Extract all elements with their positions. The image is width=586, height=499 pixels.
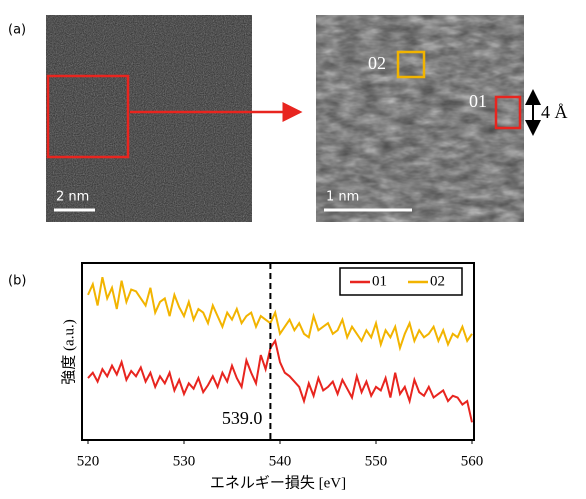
figure: (a) 2 nm 1 nm 02 01 4 Å (b) 520 530 540 550… [0, 0, 586, 494]
x-tick-label: 530 [173, 453, 196, 469]
legend-label: 02 [430, 273, 445, 289]
series-line [88, 341, 472, 422]
x-tick-label: 550 [365, 453, 388, 469]
legend-label: 01 [372, 273, 387, 289]
scale-label: 1 nm [326, 190, 359, 205]
box-label: 01 [469, 91, 487, 111]
x-tick-label: 560 [461, 453, 484, 469]
chart: 520 530 540 550 560 エネルギー損失 [eV] 強度 (a.u.) 539.… [60, 263, 483, 491]
reference-label: 539.0 [222, 408, 263, 428]
box-label: 02 [368, 53, 386, 73]
x-axis-label: エネルギー損失 [eV] [210, 474, 346, 491]
y-axis-label: 強度 (a.u.) [60, 319, 77, 384]
x-tick-label: 520 [77, 453, 100, 469]
thickness-label: 4 Å [541, 102, 568, 122]
panel-label: (a) [8, 23, 26, 38]
scale-label: 2 nm [56, 190, 89, 205]
page: (a) 2 nm 1 nm 02 01 4 Å (b) 520 530 540 550… [0, 0, 586, 494]
x-tick-label: 540 [269, 453, 292, 469]
panel-label: (b) [8, 274, 26, 289]
